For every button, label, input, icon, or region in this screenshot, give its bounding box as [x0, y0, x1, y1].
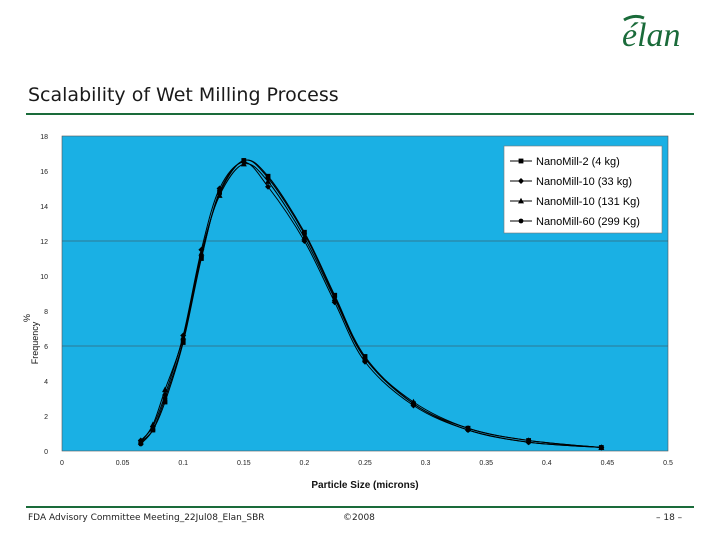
x-axis-title: Particle Size (microns): [311, 480, 418, 491]
x-tick-label: 0.35: [479, 460, 493, 467]
y-tick-label: 4: [44, 379, 48, 386]
data-point: [465, 427, 471, 433]
data-point: [217, 191, 222, 197]
series-group: [137, 158, 605, 451]
x-axis-ticks: 0 0.05 0.1 0.15 0.2 0.25 0.3 0.35 0.4 0.45 0.5: [60, 460, 673, 467]
y-axis-title-percent: %: [22, 314, 32, 322]
y-tick-label: 8: [44, 309, 48, 316]
data-point: [302, 231, 307, 237]
legend: NanoMill-2 (4 kg) NanoMill-10 (33 kg) Nano…: [503, 145, 663, 234]
data-point: [598, 445, 604, 450]
data-point: [198, 254, 204, 260]
footer-meeting-label: FDA Advisory Committee Meeting_22Jul08_E…: [28, 513, 265, 523]
data-point: [411, 401, 416, 407]
data-point: [198, 250, 205, 256]
legend-entry: NanoMill-10 (33 kg): [510, 176, 632, 188]
data-point: [518, 178, 524, 184]
x-tick-label: 0.05: [116, 460, 130, 467]
legend-label: NanoMill-10 (131 Kg): [536, 196, 640, 208]
x-tick-label: 0.4: [542, 460, 552, 467]
footer-divider: [26, 506, 694, 508]
y-tick-label: 6: [44, 344, 48, 351]
x-tick-label: 0.3: [421, 460, 431, 467]
y-axis-title: % Frequency: [22, 314, 40, 364]
x-tick-label: 0.2: [300, 460, 310, 467]
legend-items: NanoMill-2 (4 kg) NanoMill-10 (33 kg) Nano…: [510, 156, 640, 228]
data-point: [241, 158, 247, 163]
data-point: [150, 427, 156, 433]
data-point: [301, 234, 308, 240]
data-point: [362, 355, 368, 361]
data-point: [265, 178, 272, 184]
legend-entry: NanoMill-2 (4 kg): [510, 156, 620, 168]
x-tick-label: 0.45: [601, 460, 615, 467]
data-point: [265, 175, 271, 181]
slide-title: Scalability of Wet Milling Process: [28, 84, 339, 106]
data-point: [518, 158, 524, 164]
y-tick-label: 2: [44, 414, 48, 421]
data-point: [265, 183, 272, 190]
title-divider: [26, 113, 694, 115]
legend-entry: NanoMill-10 (131 Kg): [510, 196, 640, 208]
x-tick-label: 0: [60, 460, 64, 467]
elan-logo-mark: élan: [622, 14, 681, 54]
data-point: [162, 399, 168, 405]
data-point: [138, 441, 144, 447]
data-point: [518, 197, 524, 204]
y-tick-label: 0: [44, 449, 48, 456]
legend-label: NanoMill-2 (4 kg): [536, 156, 620, 168]
footer-page-number: – 18 –: [656, 513, 683, 523]
x-tick-label: 0.1: [178, 460, 188, 467]
y-axis-title-text: Frequency: [30, 321, 40, 364]
logo-text: élan: [622, 17, 681, 52]
data-point: [518, 218, 524, 224]
x-tick-label: 0.25: [358, 460, 372, 467]
series-4: [138, 158, 604, 450]
gridlines: [62, 240, 668, 347]
legend-label: NanoMill-10 (33 kg): [536, 176, 632, 188]
data-point: [180, 338, 186, 344]
data-point: [180, 334, 187, 340]
y-tick-label: 14: [40, 204, 48, 211]
data-point: [332, 294, 338, 300]
legend-entry: NanoMill-60 (299 Kg): [510, 216, 640, 228]
data-point: [240, 160, 247, 167]
y-tick-label: 10: [40, 274, 48, 281]
y-axis-ticks: 0 2 4 6 8 10 12 14 16 18: [40, 134, 48, 456]
x-tick-label: 0.15: [237, 460, 251, 467]
x-tick-label: 0.5: [663, 460, 673, 467]
data-point: [162, 386, 169, 393]
legend-label: NanoMill-60 (299 Kg): [536, 216, 640, 228]
footer-copyright: ©2008: [343, 513, 375, 523]
elan-logo: élan: [620, 12, 710, 54]
y-tick-label: 18: [40, 134, 48, 141]
data-point: [526, 439, 532, 445]
y-tick-label: 16: [40, 169, 48, 176]
data-point: [162, 396, 168, 401]
y-tick-label: 12: [40, 239, 48, 246]
